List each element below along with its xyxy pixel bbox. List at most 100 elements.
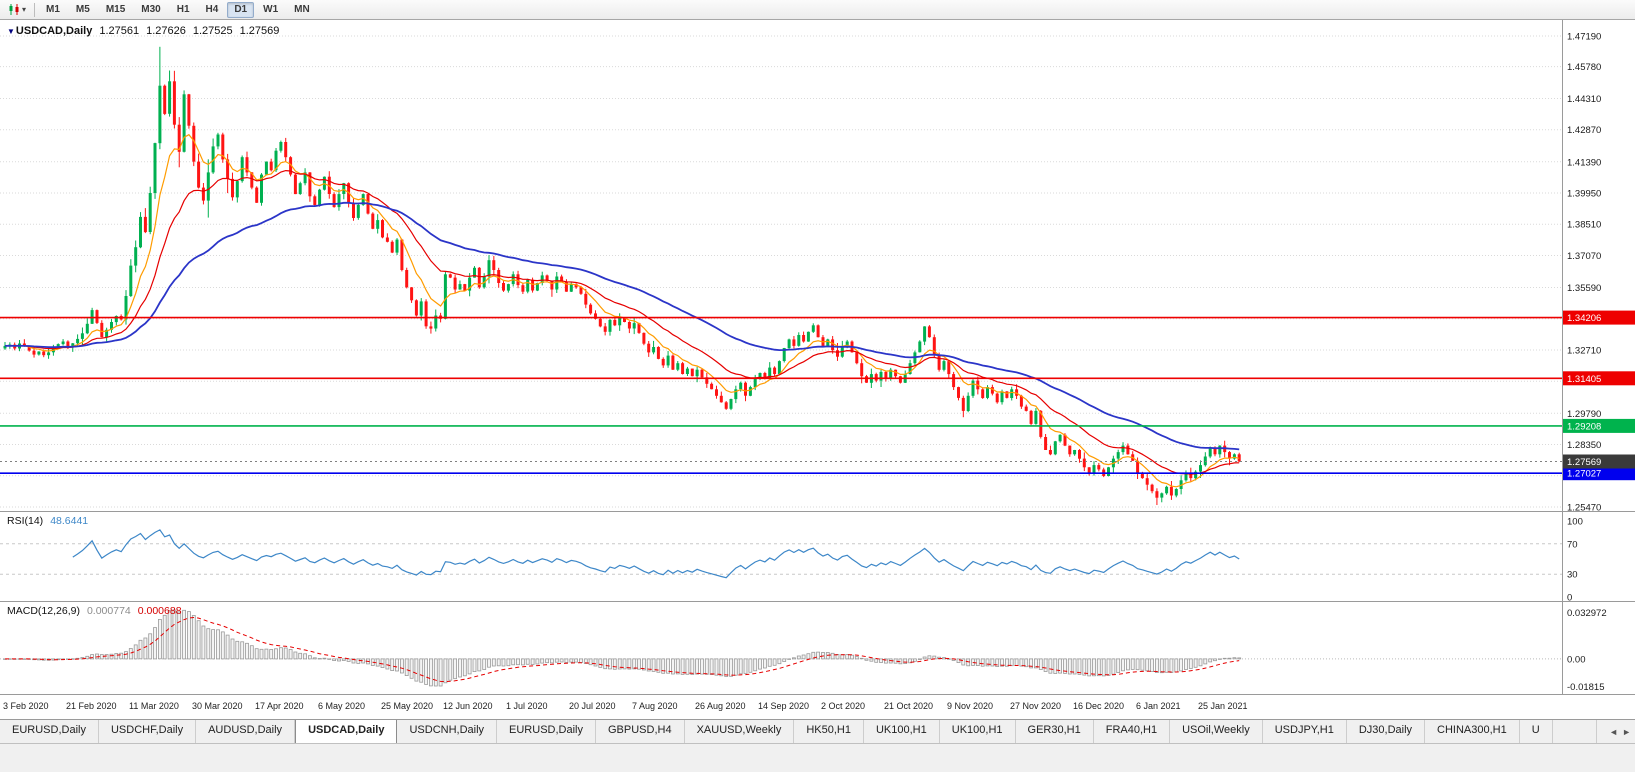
tab-scroll-left-icon[interactable]: ◄ (1609, 726, 1619, 737)
macd-bar (1111, 658, 1116, 675)
candle-body (1029, 410, 1033, 424)
macd-bar (850, 654, 854, 660)
macd-bar (753, 658, 758, 672)
timeframe-button-d1[interactable]: D1 (227, 1, 255, 18)
candle-body (269, 161, 273, 171)
chart-tab-ger30-h1[interactable]: GER30,H1 (1016, 720, 1094, 743)
candle-body (971, 380, 975, 396)
candle-body (390, 241, 394, 253)
timeframe-button-m5[interactable]: M5 (75, 3, 90, 15)
price-axis-label: 1.38510 (1567, 220, 1601, 231)
candle-body (201, 187, 205, 201)
timeframe-button-m30[interactable]: M30 (141, 3, 161, 15)
macd-bar (680, 658, 685, 675)
candle-body (516, 274, 520, 286)
candle-body (182, 94, 186, 152)
macd-pane[interactable]: MACD(12,26,9) 0.000774 0.000688 0.032972… (0, 601, 1635, 694)
candle-body (143, 216, 147, 233)
macd-bar (269, 649, 274, 660)
main-chart-pane[interactable]: ▼USDCAD,Daily 1.27561 1.27626 1.27525 1.… (0, 20, 1635, 511)
chart-tab-uk100-h1[interactable]: UK100,H1 (940, 720, 1016, 743)
macd-bar (114, 653, 119, 660)
macd-bar (738, 658, 743, 675)
rsi-chart[interactable]: 100 70 30 0 (0, 512, 1635, 601)
candle-body (661, 358, 665, 366)
macd-bar (521, 658, 525, 666)
candle-body (42, 351, 46, 356)
rsi-pane[interactable]: RSI(14) 48.6441 100 70 30 0 (0, 511, 1635, 601)
candle-body (1039, 410, 1043, 437)
candle-body (981, 389, 985, 398)
candle-body (1082, 458, 1086, 468)
chart-tab-usdcad-daily[interactable]: USDCAD,Daily (295, 720, 398, 743)
ma-line-20 (4, 169, 1240, 475)
macd-bar (1155, 658, 1159, 673)
candle-body (245, 157, 249, 173)
candle-body (1165, 486, 1169, 494)
timeframe-toolbar: ▾ M1 M5 M15 M30 H1 H4 D1 W1 MN (0, 0, 1635, 20)
chart-tab-usdcnh-daily[interactable]: USDCNH,Daily (397, 720, 498, 743)
macd-bar (1217, 658, 1222, 660)
date-axis-label: 9 Nov 2020 (947, 701, 994, 711)
tab-scroll-right-icon[interactable]: ► (1622, 726, 1631, 737)
candle-body (879, 371, 883, 381)
candlestick-chart[interactable]: 1.47190 1.45780 1.44310 1.42870 1.41390 1.399… (0, 20, 1635, 511)
macd-bar (758, 658, 762, 670)
candle-body (715, 389, 718, 396)
chart-tab-eurusd-daily[interactable]: EURUSD,Daily (497, 720, 596, 743)
ma-line-8 (4, 133, 1240, 488)
chart-tab-dj30-daily[interactable]: DJ30,Daily (1347, 720, 1426, 743)
chart-tab-eurusd-daily[interactable]: EURUSD,Daily (0, 720, 99, 743)
macd-bar (85, 655, 90, 660)
candle-body (1228, 452, 1231, 459)
rsi-axis-label: 70 (1567, 539, 1578, 550)
macd-bar (196, 620, 201, 660)
chart-tab-fra40-h1[interactable]: FRA40,H1 (1094, 720, 1171, 743)
candle-body (618, 317, 622, 326)
chart-tab-u[interactable]: U (1520, 720, 1553, 743)
date-axis-label: 14 Sep 2020 (758, 701, 810, 711)
candle-body (240, 157, 244, 182)
chart-tab-usoil-weekly[interactable]: USOil,Weekly (1170, 720, 1263, 743)
chart-tab-gbpusd-h4[interactable]: GBPUSD,H4 (596, 720, 685, 743)
macd-bar (806, 653, 811, 660)
candle-body (724, 402, 728, 409)
chart-tab-china300-h1[interactable]: CHINA300,H1 (1425, 720, 1520, 743)
candle-body (434, 315, 438, 329)
candlesticks (3, 46, 1241, 505)
candle-body (303, 172, 307, 184)
candle-body (763, 373, 767, 379)
chart-tab-usdjpy-h1[interactable]: USDJPY,H1 (1263, 720, 1347, 743)
macd-bar (801, 654, 806, 660)
chart-tab-xauusd-weekly[interactable]: XAUUSD,Weekly (685, 720, 795, 743)
macd-bar (975, 658, 980, 667)
macd-bar (1053, 658, 1058, 674)
candle-body (71, 343, 75, 347)
timeframe-button-mn[interactable]: MN (294, 3, 310, 15)
candle-body (957, 387, 960, 398)
toolbar-separator (34, 2, 36, 17)
chart-type-button[interactable]: ▾ (4, 2, 30, 18)
hline-chip-label: 1.27027 (1567, 469, 1601, 480)
macd-bar (206, 628, 211, 660)
timeframe-button-h1[interactable]: H1 (176, 3, 190, 15)
macd-bar (1227, 657, 1232, 660)
macd-bar (264, 648, 269, 660)
timeframe-button-m15[interactable]: M15 (105, 3, 126, 15)
timeframe-button-h4[interactable]: H4 (205, 3, 219, 15)
chart-tab-usdchf-daily[interactable]: USDCHF,Daily (99, 720, 197, 743)
price-gridlines (0, 35, 1562, 508)
chart-tab-uk100-h1[interactable]: UK100,H1 (864, 720, 940, 743)
candle-body (1140, 473, 1144, 479)
timeframe-button-m1[interactable]: M1 (46, 3, 60, 15)
macd-bar (603, 658, 608, 670)
chart-tab-audusd-daily[interactable]: AUDUSD,Daily (196, 720, 296, 743)
macd-bar (608, 658, 612, 670)
macd-bar (811, 651, 816, 660)
macd-bar (1121, 658, 1125, 672)
timeframe-button-w1[interactable]: W1 (263, 3, 279, 15)
date-axis[interactable]: 3 Feb 2020 21 Feb 2020 11 Mar 2020 30 Mar 2… (0, 694, 1635, 719)
chart-tab-hk50-h1[interactable]: HK50,H1 (794, 720, 864, 743)
macd-chart[interactable]: 0.032972 0.00 -0.01815 (0, 602, 1635, 694)
candle-body (1150, 484, 1154, 492)
